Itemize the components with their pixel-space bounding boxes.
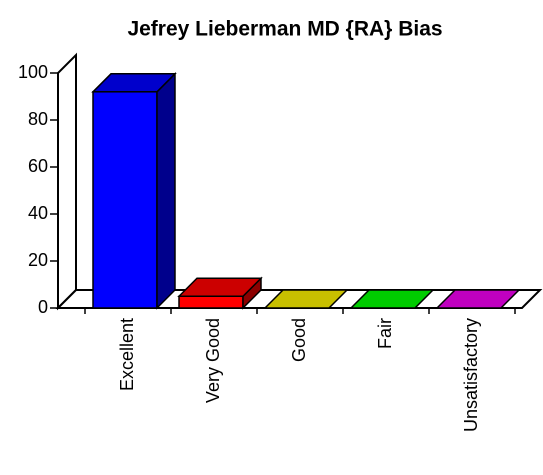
bar-top — [263, 289, 349, 309]
y-tick-label: 20 — [28, 250, 48, 270]
x-tick-label: Very Good — [203, 318, 223, 403]
bar — [435, 289, 521, 309]
bar-front — [92, 91, 158, 309]
bar — [263, 289, 349, 309]
y-tick-label: 0 — [38, 297, 48, 317]
y-tick-label: 60 — [28, 156, 48, 176]
bar-front — [178, 295, 244, 309]
y-tick-label: 100 — [18, 62, 48, 82]
x-tick-label: Fair — [375, 318, 395, 349]
bar — [349, 289, 435, 309]
bar-top — [177, 277, 263, 297]
x-tick-label: Unsatisfactory — [461, 318, 481, 432]
bar-top — [91, 73, 177, 93]
chart-title: Jefrey Lieberman MD {RA} Bias — [127, 18, 442, 41]
x-tick-label: Good — [289, 318, 309, 362]
bar-side — [156, 71, 176, 310]
bar — [177, 276, 263, 310]
side-wall — [57, 52, 77, 311]
bar-top — [435, 289, 521, 309]
bar — [91, 71, 177, 310]
bar-top — [349, 289, 435, 309]
y-tick-label: 40 — [28, 203, 48, 223]
y-tick-label: 80 — [28, 109, 48, 129]
x-tick-label: Excellent — [117, 318, 137, 391]
